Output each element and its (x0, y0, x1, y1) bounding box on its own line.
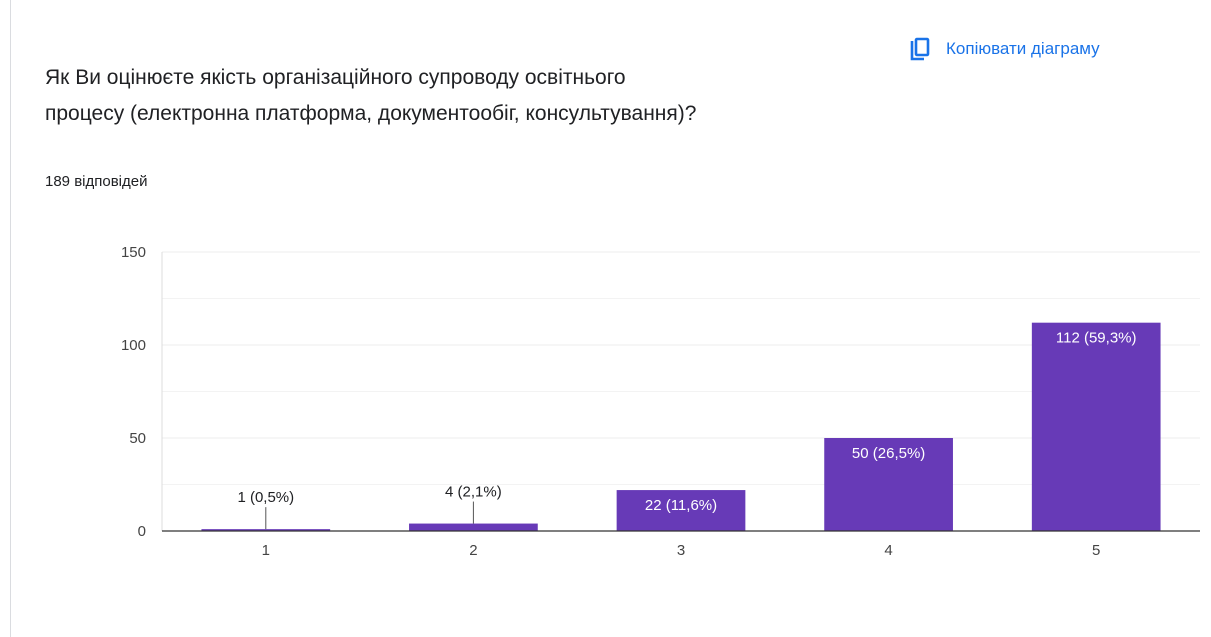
data-label-1: 1 (0,5%) (237, 489, 294, 506)
card-left-border (10, 0, 11, 637)
data-label-4: 50 (26,5%) (852, 445, 925, 462)
bar-5 (1031, 322, 1161, 531)
responses-count: 189 відповідей (45, 173, 148, 190)
bar-3 (616, 490, 746, 531)
question-title-line-1: Як Ви оцінюєте якість організаційного су… (45, 66, 626, 89)
y-tick-label: 150 (121, 244, 146, 261)
copy-chart-label: Копіювати діаграму (946, 39, 1100, 58)
x-tick-label: 5 (1092, 542, 1100, 559)
data-label-5: 112 (59,3%) (1056, 330, 1137, 347)
x-tick-label: 3 (677, 542, 685, 559)
copy-icon (908, 37, 930, 61)
x-tick-label: 4 (884, 542, 892, 559)
bar-4 (824, 438, 953, 531)
y-tick-label: 0 (138, 523, 146, 540)
x-tick-label: 1 (262, 542, 270, 559)
y-tick-label: 50 (129, 430, 146, 447)
x-tick-label: 2 (469, 542, 477, 559)
data-label-3: 22 (11,6%) (645, 497, 717, 514)
data-label-2: 4 (2,1%) (445, 484, 502, 501)
bar-1 (201, 529, 331, 531)
bar-2 (409, 523, 538, 531)
y-tick-label: 100 (121, 337, 146, 354)
question-title-line-2: процесу (електронна платформа, документо… (45, 102, 697, 125)
question-title: Як Ви оцінюєте якість організаційного су… (45, 60, 905, 132)
copy-chart-button[interactable]: Копіювати діаграму (908, 32, 1100, 66)
